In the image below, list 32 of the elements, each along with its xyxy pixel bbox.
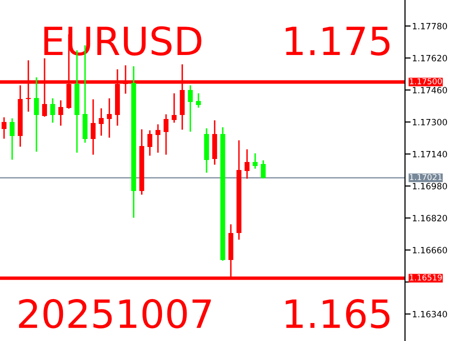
candlestick <box>188 85 193 132</box>
candlestick <box>172 93 177 123</box>
candlestick <box>147 130 152 156</box>
candlestick <box>244 149 250 179</box>
candlestick <box>106 98 112 138</box>
annotation: 20251007 <box>19 299 211 328</box>
candlestick <box>98 108 104 136</box>
annotation: 1.165 <box>286 299 390 328</box>
candlestick <box>252 153 258 169</box>
candlestick <box>260 160 266 178</box>
annotation: 1.175 <box>286 26 390 56</box>
candlestick <box>2 117 6 139</box>
candlestick <box>10 118 15 160</box>
y-tick-label: 1.16660 <box>412 246 447 254</box>
y-tick-label: 1.16340 <box>412 310 447 318</box>
y-tick-label: 1.16820 <box>412 214 447 222</box>
candlestick <box>156 124 160 153</box>
ref-line-label: 1.16519 <box>410 274 442 281</box>
y-tick-label: 1.17460 <box>412 86 447 94</box>
y-tick-label: 1.16980 <box>412 182 447 190</box>
candlestick <box>50 98 56 123</box>
y-tick-label: 1.17140 <box>412 150 447 158</box>
ref-line-label: 1.17021 <box>410 174 442 180</box>
candlestick <box>34 77 39 152</box>
candlestick <box>196 93 201 108</box>
candlestick <box>90 99 96 155</box>
ref-line-label: 1.17500 <box>410 78 442 84</box>
y-tick-label: 1.17300 <box>412 118 447 126</box>
y-tick-label: 1.17780 <box>412 22 447 30</box>
candlestick <box>58 100 64 126</box>
y-tick-label: 1.17620 <box>412 54 447 62</box>
candlestick <box>164 114 168 155</box>
